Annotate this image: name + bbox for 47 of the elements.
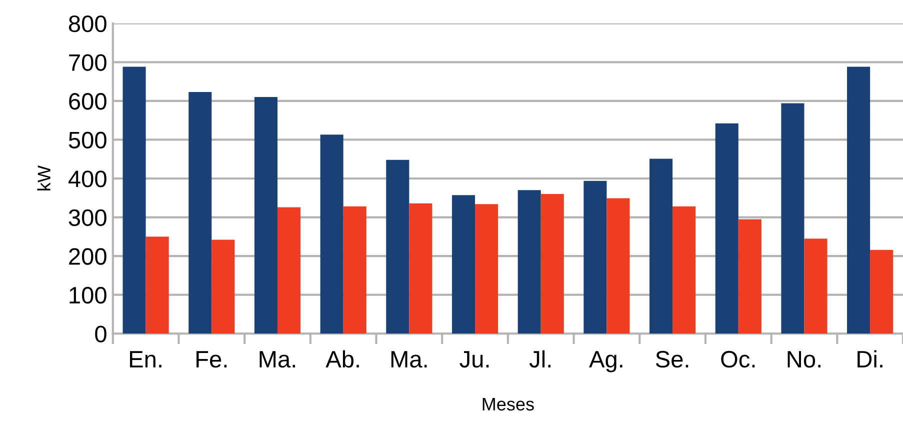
- y-tick-label: 0: [95, 326, 106, 342]
- y-tick-label: 600: [69, 93, 106, 110]
- y-tick-label: 700: [69, 54, 106, 71]
- bar: [122, 66, 146, 334]
- x-tick-label: Oc.: [721, 350, 755, 368]
- bar: [212, 240, 235, 334]
- y-tick-label: 800: [68, 15, 106, 32]
- y-tick-label: 300: [68, 209, 106, 226]
- bar: [870, 250, 894, 334]
- x-tick-label: Ma.: [260, 351, 296, 368]
- bar: [146, 236, 169, 334]
- bar: [452, 195, 476, 334]
- x-tick-label: Jl.: [529, 350, 551, 368]
- bar: [715, 123, 738, 334]
- bar: [320, 134, 344, 334]
- bar: [672, 206, 696, 334]
- y-tick-label: 400: [68, 170, 106, 188]
- bar: [606, 198, 630, 334]
- bar: [584, 180, 607, 334]
- bar: [540, 194, 564, 334]
- bar: [781, 103, 804, 334]
- x-tick-label: Ju.: [460, 351, 489, 368]
- x-tick-label: Ab.: [326, 350, 359, 368]
- x-tick-label: Se.: [656, 350, 688, 368]
- x-tick-label: Ma.: [391, 351, 427, 368]
- y-axis-title: kW: [37, 166, 50, 190]
- x-tick-label: Fe.: [196, 351, 227, 368]
- bar: [254, 97, 278, 334]
- bar: [804, 238, 828, 334]
- bar: [409, 203, 432, 334]
- y-tick-label: 200: [69, 248, 106, 265]
- bar: [650, 158, 673, 334]
- bar: [847, 66, 870, 334]
- bar: [343, 206, 366, 334]
- x-tick-label: No.: [788, 351, 820, 368]
- bar: [386, 160, 410, 334]
- y-tick-label: 100: [70, 286, 106, 304]
- bar: [518, 190, 541, 334]
- bar: [277, 207, 301, 334]
- x-tick-label: Ag.: [589, 351, 622, 372]
- y-tick-label: 500: [68, 132, 106, 149]
- x-tick-label: Di.: [858, 350, 882, 368]
- bar: [188, 92, 212, 334]
- bar: [738, 219, 762, 334]
- bar: [475, 204, 498, 334]
- x-axis-title: Meses: [482, 398, 534, 411]
- x-tick-label: En.: [130, 351, 162, 368]
